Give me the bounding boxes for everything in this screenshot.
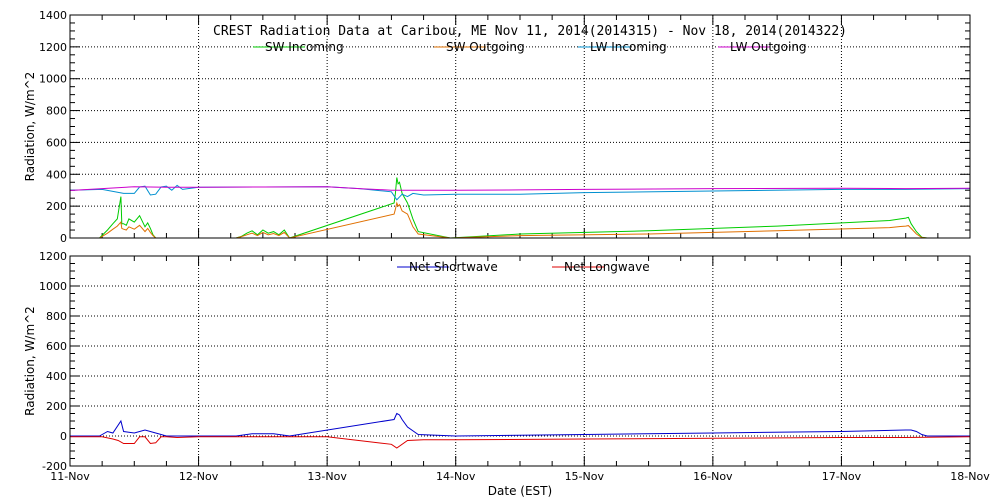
legend-label: SW Outgoing [446, 40, 525, 54]
legend-label: Net Longwave [564, 260, 650, 274]
y-axis-label: Radiation, W/m^2 [23, 72, 37, 182]
y-tick-label: 200 [46, 200, 67, 213]
y-tick-label: 1000 [39, 280, 67, 293]
y-tick-label: -200 [42, 460, 67, 473]
plot-frame [69, 255, 971, 467]
y-tick-label: 1200 [39, 250, 67, 263]
y-tick-label: 1200 [39, 41, 67, 54]
x-tick-label: 18-Nov [950, 470, 990, 483]
x-tick-label: 11-Nov [50, 470, 90, 483]
y-tick-label: 800 [46, 310, 67, 323]
x-tick-label: 14-Nov [436, 470, 476, 483]
y-tick-label: 0 [60, 232, 67, 245]
y-axis-label: Radiation, W/m^2 [23, 306, 37, 416]
series-line-sw-outgoing [99, 201, 928, 239]
x-tick-label: 16-Nov [693, 470, 733, 483]
x-tick-label: 12-Nov [179, 470, 219, 483]
chart-title: CREST Radiation Data at Caribou, ME Nov … [213, 24, 847, 39]
series-line-net-longwave [70, 436, 971, 449]
legend-label: LW Outgoing [730, 40, 807, 54]
legend-label: SW Incoming [265, 40, 344, 54]
panel-2: -200 0 200 400 600 800 1000 1200 11-Nov 12-Nov 13-… [23, 250, 990, 498]
x-tick-label: 17-Nov [822, 470, 862, 483]
y-tick-label: 200 [46, 400, 67, 413]
x-axis-label: Date (EST) [488, 484, 552, 498]
y-tick-label: 400 [46, 168, 67, 181]
legend-label: Net Shortwave [409, 260, 498, 274]
y-tick-label: 1400 [39, 9, 67, 22]
plot-frame [69, 14, 971, 239]
y-tick-label: 800 [46, 105, 67, 118]
series-line-lw-outgoing [69, 186, 971, 191]
y-tick-label: 600 [46, 340, 67, 353]
y-tick-label: 600 [46, 136, 67, 149]
y-tick-label: 1000 [39, 73, 67, 86]
series-line-sw-incoming [99, 177, 928, 239]
y-tick-label: 0 [60, 430, 67, 443]
series-line-net-shortwave [70, 412, 970, 437]
y-tick-label: 400 [46, 370, 67, 383]
x-tick-label: 15-Nov [565, 470, 605, 483]
panel-1: 0 200 400 600 800 1000 1200 1400 Radiation, W/m^… [23, 9, 971, 245]
legend-label: LW Incoming [590, 40, 667, 54]
x-tick-label: 13-Nov [307, 470, 347, 483]
